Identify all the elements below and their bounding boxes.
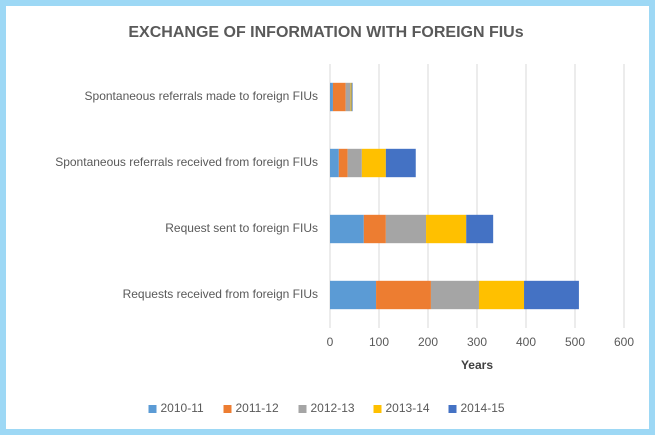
bar-segment: [338, 148, 348, 178]
chart: EXCHANGE OF INFORMATION WITH FOREIGN FIU…: [55, 24, 634, 415]
bar-segment: [350, 82, 352, 112]
bar-segment: [385, 148, 416, 178]
bar-segment: [376, 280, 431, 310]
bar-segment: [478, 280, 525, 310]
bar-segment: [345, 82, 351, 112]
legend-label: 2013-14: [386, 401, 430, 415]
bar-segment: [330, 280, 377, 310]
bar-segment: [361, 148, 386, 178]
legend-label: 2012-13: [311, 401, 355, 415]
chart-title: EXCHANGE OF INFORMATION WITH FOREIGN FIU…: [128, 24, 523, 41]
legend-swatch: [373, 405, 382, 413]
bar-segment: [330, 214, 364, 244]
bar-segment: [466, 214, 494, 244]
y-tick-label: Spontaneous referrals made to foreign FI…: [85, 89, 318, 103]
bar-segment: [347, 148, 362, 178]
x-axis-label: Years: [461, 358, 493, 372]
bar-segment: [430, 280, 479, 310]
legend-label: 2010-11: [161, 401, 204, 415]
legend-label: 2011-12: [236, 401, 279, 415]
x-tick-label: 200: [418, 335, 438, 349]
x-tick-label: 400: [516, 335, 536, 349]
bar-segment: [330, 82, 333, 112]
bar-segment: [426, 214, 467, 244]
x-tick-label: 600: [614, 335, 634, 349]
bar-segment: [385, 214, 427, 244]
y-tick-label: Request sent to foreign FIUs: [165, 221, 318, 235]
bar-segment: [363, 214, 386, 244]
y-tick-label: Spontaneous referrals received from fore…: [55, 155, 318, 169]
legend-label: 2014-15: [461, 401, 505, 415]
x-tick-label: 500: [565, 335, 585, 349]
x-tick-label: 100: [369, 335, 389, 349]
legend-swatch: [223, 405, 232, 413]
bar-segment: [332, 82, 346, 112]
bar-segment: [524, 280, 579, 310]
legend-swatch: [298, 405, 307, 413]
bar-segment: [330, 148, 339, 178]
x-tick-label: 0: [327, 335, 334, 349]
legend-swatch: [148, 405, 157, 413]
legend-swatch: [448, 405, 457, 413]
y-tick-label: Requests received from foreign FIUs: [123, 287, 318, 301]
x-tick-label: 300: [467, 335, 487, 349]
bar-segment: [351, 82, 353, 112]
